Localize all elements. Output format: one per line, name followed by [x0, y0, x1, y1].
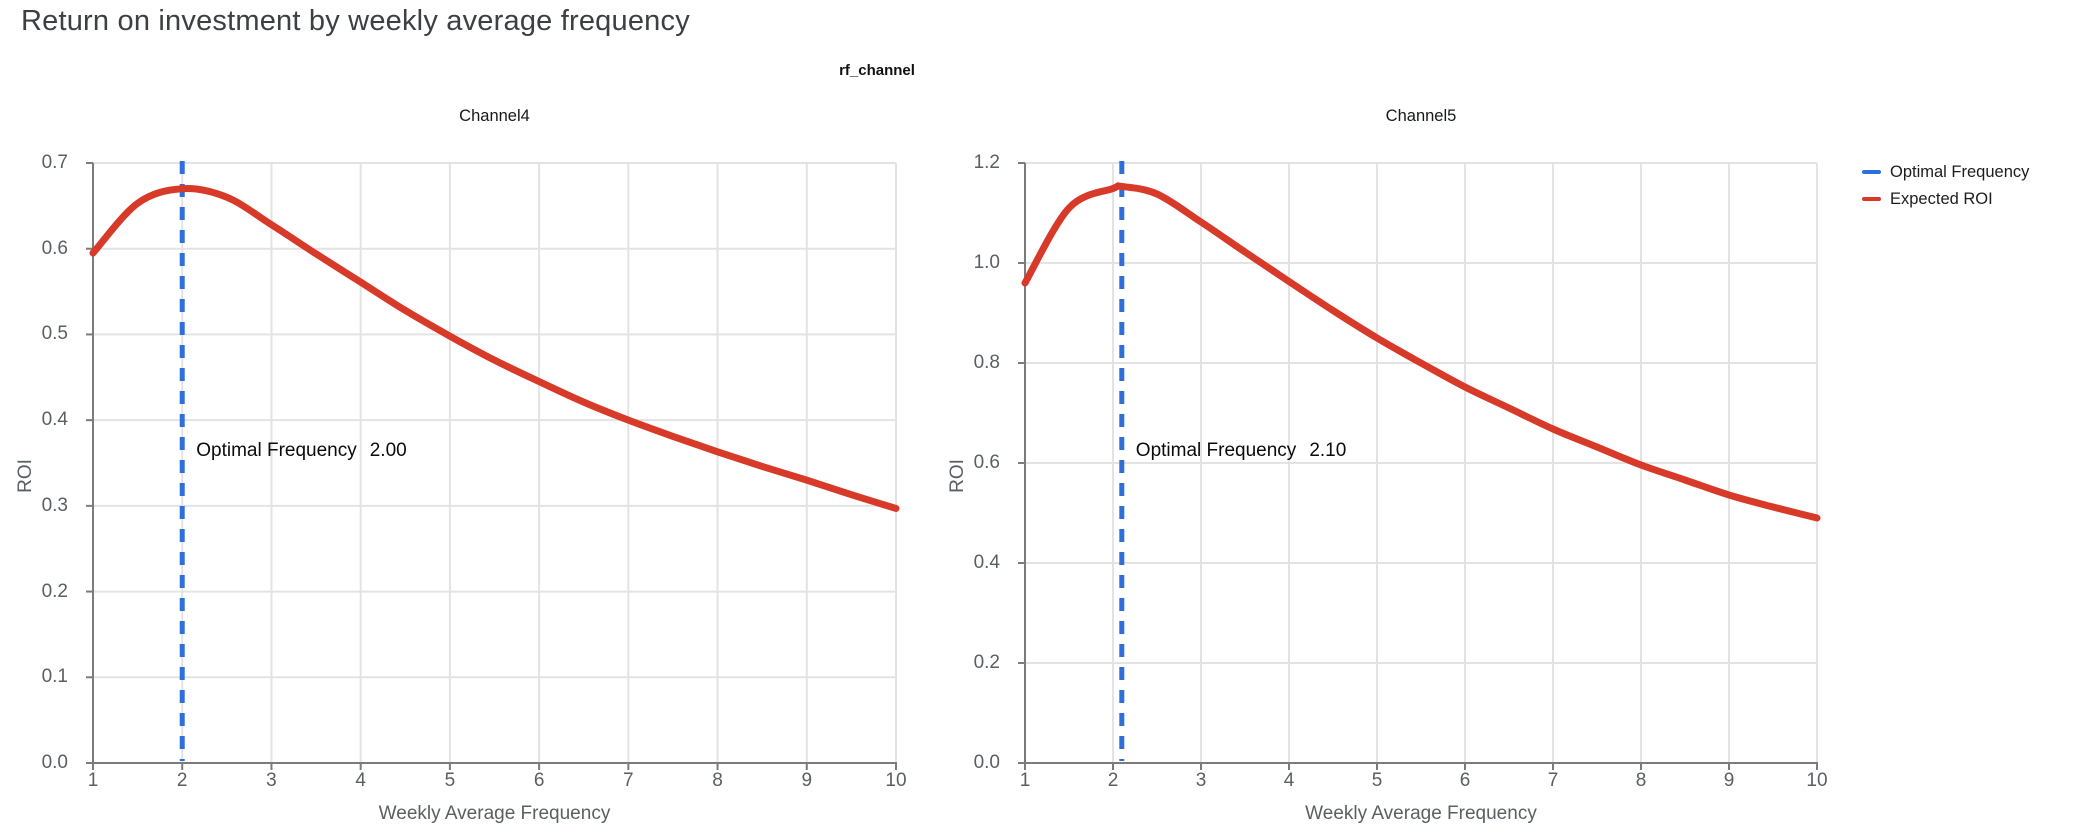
x-tick-label: 9 — [801, 770, 813, 791]
legend-line-swatch-expected-roi — [1862, 197, 1881, 201]
x-axis-title: Weekly Average Frequency — [1305, 803, 1537, 824]
optimal-frequency-annotation: Optimal Frequency 2.10 — [1136, 440, 1347, 462]
x-tick-label: 8 — [1635, 770, 1647, 791]
x-tick-label: 9 — [1723, 770, 1735, 791]
figure-suptitle: rf_channel — [839, 62, 915, 79]
annotation-value: 2.00 — [369, 440, 407, 461]
chart-title: Channel4 — [459, 107, 530, 125]
y-tick-label: 0.4 — [41, 409, 68, 431]
y-tick-label: 0.0 — [973, 752, 1000, 773]
x-tick-label: 2 — [176, 770, 188, 791]
x-tick-label: 1 — [87, 770, 99, 791]
expected-roi-curve — [89, 185, 900, 512]
expected-roi-curve — [1021, 182, 1821, 522]
x-tick-label: 4 — [1283, 770, 1295, 791]
y-tick-label: 0.6 — [973, 452, 1000, 473]
x-tick-label: 4 — [355, 770, 366, 791]
x-tick-label: 3 — [266, 770, 277, 791]
x-tick-label: 2 — [1107, 770, 1119, 791]
legend-line-swatch-optimal-frequency — [1862, 170, 1881, 174]
legend-item-optimal-frequency: Optimal Frequency — [1862, 161, 2029, 183]
annotation-label: Optimal Frequency — [196, 440, 357, 461]
x-tick-label: 5 — [1371, 770, 1383, 791]
optimal-frequency-annotation: Optimal Frequency 2.00 — [196, 440, 407, 462]
annotation-label: Optimal Frequency — [1135, 440, 1297, 461]
legend-item-expected-roi: Expected ROI — [1862, 188, 2029, 210]
x-tick-label: 10 — [1806, 770, 1828, 791]
legend-label-expected-roi: Expected ROI — [1890, 189, 1993, 208]
x-tick-label: 1 — [1019, 770, 1031, 791]
x-tick-label: 10 — [885, 770, 907, 791]
x-tick-label: 5 — [444, 770, 456, 791]
legend: Optimal Frequency Expected ROI — [1862, 161, 2029, 210]
y-axis-title: ROI — [947, 459, 968, 493]
x-axis-title: Weekly Average Frequency — [378, 803, 611, 824]
y-tick-label: 0.7 — [41, 152, 68, 173]
y-tick-label: 0.8 — [973, 352, 1000, 373]
annotation-value: 2.10 — [1309, 440, 1347, 461]
x-tick-label: 6 — [533, 770, 545, 791]
y-tick-label: 0.3 — [41, 494, 68, 516]
x-tick-label: 8 — [712, 770, 723, 791]
y-tick-label: 0.2 — [973, 652, 1000, 673]
page-title: Return on investment by weekly average f… — [21, 5, 690, 37]
y-tick-label: 1.0 — [973, 252, 1000, 273]
y-tick-label: 0.6 — [41, 237, 68, 259]
x-tick-label: 7 — [1547, 770, 1559, 791]
y-tick-label: 1.2 — [973, 152, 1000, 173]
y-tick-label: 0.0 — [41, 752, 68, 773]
y-axis-title: ROI — [15, 459, 36, 493]
y-tick-label: 0.2 — [41, 580, 68, 602]
y-tick-label: 0.4 — [973, 552, 1000, 573]
y-tick-label: 0.1 — [41, 666, 68, 688]
legend-label-optimal-frequency: Optimal Frequency — [1890, 162, 2030, 181]
chart-title: Channel5 — [1385, 107, 1457, 125]
y-tick-label: 0.5 — [41, 323, 68, 345]
x-tick-label: 6 — [1459, 770, 1471, 791]
x-tick-label: 3 — [1195, 770, 1207, 791]
x-tick-label: 7 — [623, 770, 634, 791]
